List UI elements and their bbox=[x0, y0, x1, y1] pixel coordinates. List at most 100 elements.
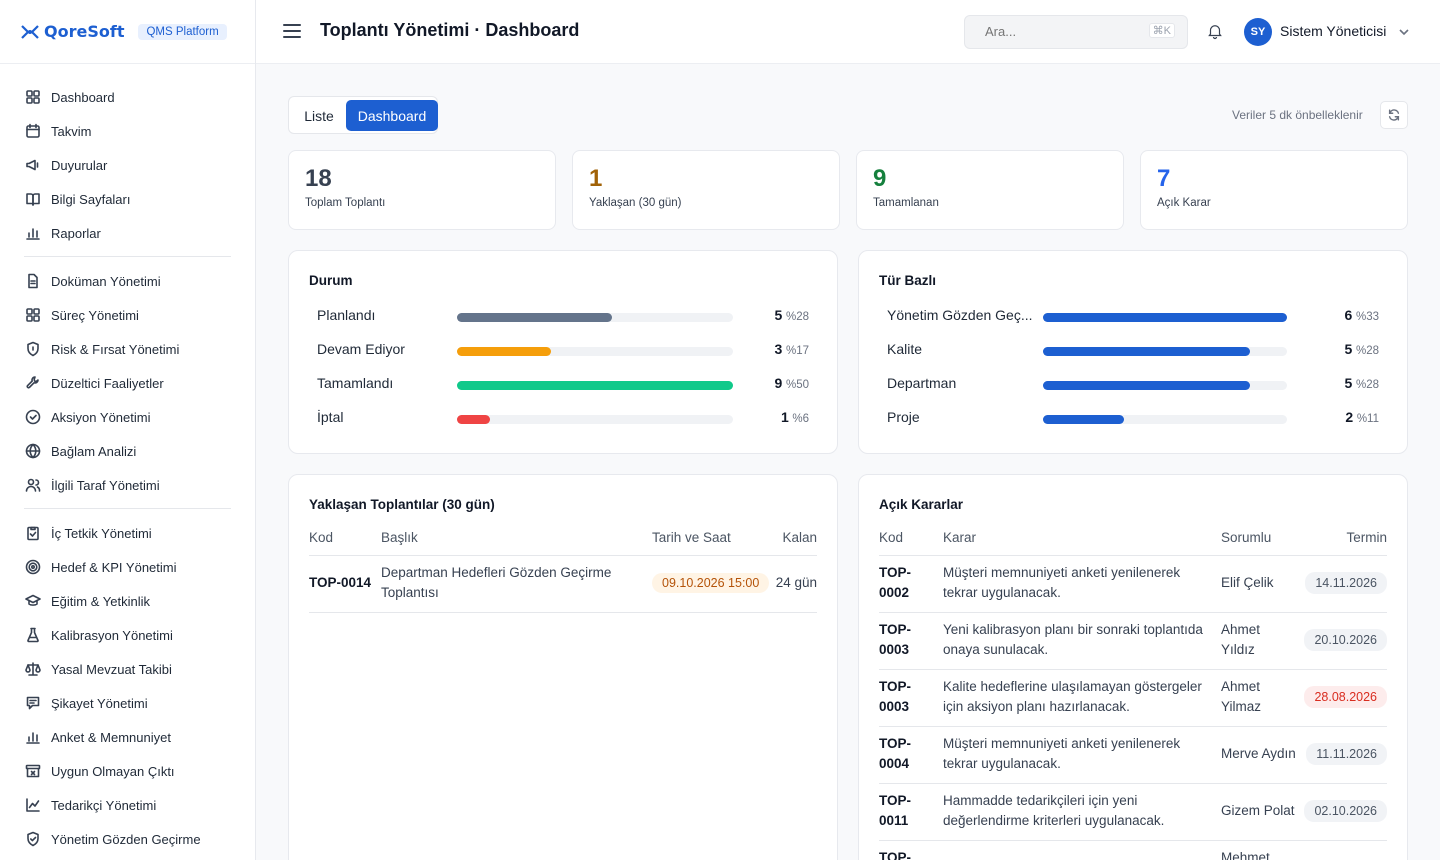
clipboard-check-icon bbox=[24, 525, 41, 542]
sidebar-item[interactable]: Yönetim Gözden Geçirme bbox=[24, 822, 231, 856]
decision-code[interactable]: TOP-0002 bbox=[879, 555, 943, 613]
sidebar-item[interactable]: Doküman Yönetimi bbox=[24, 264, 231, 298]
col-header[interactable]: Sorumlu bbox=[1221, 521, 1303, 556]
user-menu-name[interactable]: Sistem Yöneticisi bbox=[1280, 23, 1387, 39]
table-row[interactable]: TOP-0014 Departman Hedefleri Gözden Geçir… bbox=[309, 555, 817, 613]
sidebar-item[interactable]: Uygun Olmayan Çıktı bbox=[24, 754, 231, 788]
sidebar-item[interactable]: Bağlam Analizi bbox=[24, 434, 231, 468]
sidebar-item[interactable]: Takvim bbox=[24, 114, 231, 148]
bar-count: 5 bbox=[774, 307, 783, 323]
decision-code[interactable]: TOP-0003 bbox=[879, 669, 943, 727]
sidebar-item[interactable]: Süreç Yönetimi bbox=[24, 298, 231, 332]
sidebar-item[interactable]: Anket & Memnuniyet bbox=[24, 720, 231, 754]
tab-liste[interactable]: Liste bbox=[304, 107, 334, 124]
shield-check-icon bbox=[24, 831, 41, 848]
col-header[interactable]: Kalan bbox=[774, 521, 817, 556]
meeting-code[interactable]: TOP-0014 bbox=[309, 555, 381, 613]
decision-code[interactable]: TOP-0003 bbox=[879, 612, 943, 670]
sidebar-item[interactable]: Duyurular bbox=[24, 148, 231, 182]
meeting-remaining: 24 gün bbox=[774, 555, 817, 613]
col-header[interactable]: Karar bbox=[943, 521, 1221, 556]
bar-track bbox=[1043, 381, 1287, 390]
decision-owner: Gizem Polat bbox=[1221, 783, 1303, 841]
sidebar-item[interactable]: Bilgi Sayfaları bbox=[24, 182, 231, 216]
decision-owner: Merve Aydın bbox=[1221, 726, 1303, 784]
menu-toggle-icon[interactable] bbox=[283, 24, 301, 40]
table-row[interactable]: TOP- Mehmet bbox=[879, 840, 1387, 860]
table-row[interactable]: TOP-0002 Müşteri memnuniyeti anketi yenil… bbox=[879, 555, 1387, 613]
sidebar-item[interactable]: Risk & Fırsat Yönetimi bbox=[24, 332, 231, 366]
bar-count: 6 bbox=[1344, 307, 1353, 323]
decision-code[interactable]: TOP- bbox=[879, 840, 943, 860]
bar-label: Proje bbox=[887, 409, 920, 425]
sidebar-item[interactable]: İç Tetkik Yönetimi bbox=[24, 516, 231, 550]
decision-text: Müşteri memnuniyeti anketi yenilenerek t… bbox=[943, 555, 1221, 613]
search-input[interactable] bbox=[985, 24, 1135, 39]
upcoming-table: Kod Başlık Tarih ve Saat Kalan TOP-0014 D… bbox=[309, 521, 817, 613]
decision-due-cell: 28.08.2026 bbox=[1303, 669, 1387, 727]
sidebar-item[interactable]: İlgili Taraf Yönetimi bbox=[24, 468, 231, 502]
sidebar-item[interactable]: Aksiyon Yönetimi bbox=[24, 400, 231, 434]
decision-text: Kalite hedeflerine ulaşılamayan gösterge… bbox=[943, 669, 1221, 727]
decision-text: Hammadde tedarikçileri için yeni değerle… bbox=[943, 783, 1221, 841]
table-row[interactable]: TOP-0004 Müşteri memnuniyeti anketi yenil… bbox=[879, 726, 1387, 784]
brand: QoreSoft QMS Platform bbox=[0, 0, 255, 64]
sidebar-item[interactable]: Şikayet Yönetimi bbox=[24, 686, 231, 720]
sidebar-divider bbox=[24, 256, 231, 257]
col-header[interactable]: Tarih ve Saat bbox=[652, 521, 774, 556]
qoresoft-logo-icon bbox=[21, 24, 39, 39]
decision-code[interactable]: TOP-0011 bbox=[879, 783, 943, 841]
flask-icon bbox=[24, 627, 41, 644]
table-row[interactable]: TOP-0003 Kalite hedeflerine ulaşılamayan … bbox=[879, 669, 1387, 727]
sidebar-item[interactable]: Tedarikçi Yönetimi bbox=[24, 788, 231, 822]
sidebar-item[interactable]: Eğitim & Yetkinlik bbox=[24, 584, 231, 618]
logo[interactable]: QoreSoft bbox=[20, 22, 124, 42]
sidebar-item-label: Doküman Yönetimi bbox=[51, 273, 161, 289]
stat-label: Açık Karar bbox=[1157, 197, 1211, 209]
decision-due: 11.11.2026 bbox=[1306, 742, 1387, 765]
bar-row: Kalite 5 %28 bbox=[887, 339, 1379, 359]
bar-track bbox=[457, 313, 733, 322]
sidebar-item-label: Şikayet Yönetimi bbox=[51, 695, 148, 711]
decision-due: 20.10.2026 bbox=[1304, 628, 1387, 651]
bar-percent: %33 bbox=[1355, 311, 1379, 323]
grid-icon bbox=[24, 307, 41, 324]
shield-icon bbox=[24, 341, 41, 358]
col-header[interactable]: Başlık bbox=[381, 521, 652, 556]
sidebar-item[interactable]: Yasal Mevzuat Takibi bbox=[24, 652, 231, 686]
bell-icon[interactable] bbox=[1206, 22, 1224, 40]
search-shortcut-hint: ⌘K bbox=[1148, 23, 1175, 38]
decision-code[interactable]: TOP-0004 bbox=[879, 726, 943, 784]
sidebar-item-label: Düzeltici Faaliyetler bbox=[51, 375, 164, 391]
table-row[interactable]: TOP-0011 Hammadde tedarikçileri için yeni… bbox=[879, 783, 1387, 841]
decision-due-cell: 02.10.2026 bbox=[1303, 783, 1387, 841]
chevron-down-icon[interactable] bbox=[1398, 25, 1412, 39]
sidebar-item-label: Hedef & KPI Yönetimi bbox=[51, 559, 177, 575]
sidebar-item[interactable]: Hedef & KPI Yönetimi bbox=[24, 550, 231, 584]
sidebar-item-label: Aksiyon Yönetimi bbox=[51, 409, 151, 425]
avatar[interactable]: SY bbox=[1244, 18, 1272, 46]
stat-value: 18 bbox=[305, 165, 332, 192]
type-panel: Tür Bazlı Yönetim Gözden Geç... 6 %33 Kali… bbox=[858, 250, 1408, 454]
col-header[interactable]: Kod bbox=[879, 521, 943, 556]
sidebar-item-label: Takvim bbox=[51, 123, 92, 139]
col-header[interactable]: Kod bbox=[309, 521, 381, 556]
message-icon bbox=[24, 695, 41, 712]
tab-dashboard[interactable]: Dashboard bbox=[346, 100, 438, 131]
bar-label: Planlandı bbox=[317, 307, 376, 323]
sidebar-item[interactable]: Düzeltici Faaliyetler bbox=[24, 366, 231, 400]
sidebar-item[interactable]: Kalibrasyon Yönetimi bbox=[24, 618, 231, 652]
search-box[interactable]: ⌘K bbox=[964, 15, 1188, 49]
refresh-button[interactable] bbox=[1380, 101, 1408, 129]
bar-count: 2 bbox=[1345, 409, 1354, 425]
refresh-icon bbox=[1388, 109, 1400, 121]
stat-label: Toplam Toplantı bbox=[305, 197, 386, 209]
bar-count: 3 bbox=[774, 341, 783, 357]
bar-fill bbox=[457, 347, 551, 356]
bar-percent: %28 bbox=[1355, 379, 1379, 391]
sidebar-item[interactable]: Raporlar bbox=[24, 216, 231, 250]
col-header[interactable]: Termin bbox=[1303, 521, 1387, 556]
sidebar-item[interactable]: Dashboard bbox=[24, 80, 231, 114]
table-row[interactable]: TOP-0003 Yeni kalibrasyon planı bir sonra… bbox=[879, 612, 1387, 670]
open-decisions-panel: Açık Kararlar Kod Karar Sorumlu Termin T… bbox=[858, 474, 1408, 860]
